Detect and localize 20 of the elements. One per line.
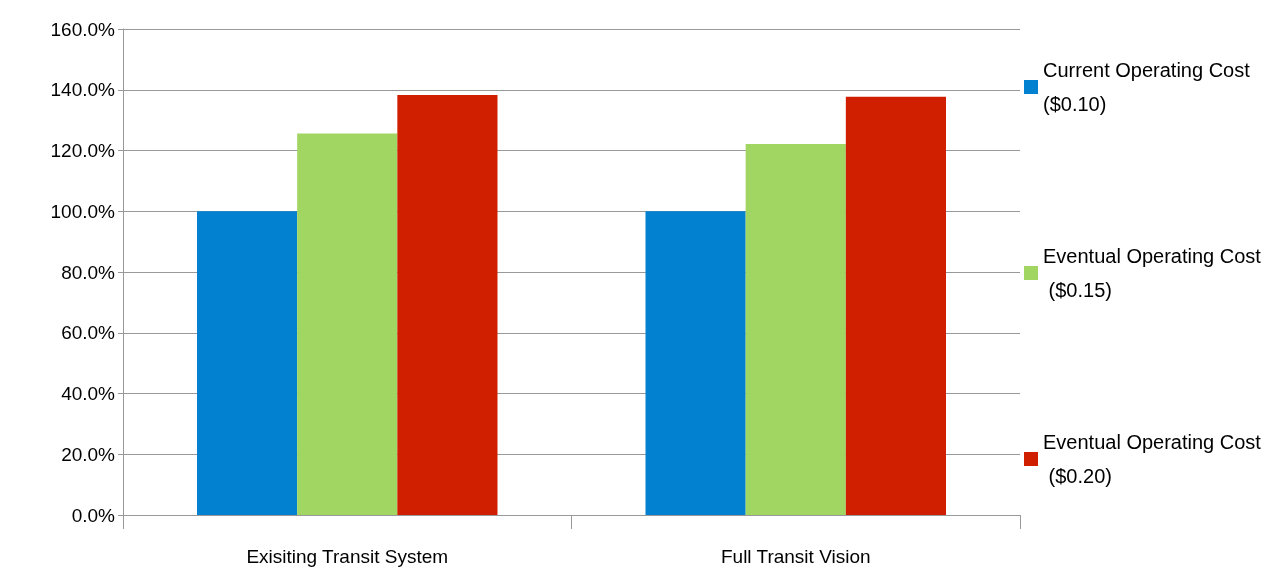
bar	[645, 211, 746, 515]
y-tick-label: 100.0%	[50, 200, 116, 222]
y-tick-label: 140.0%	[50, 79, 116, 101]
y-tick-label: 40.0%	[61, 383, 116, 404]
y-tick-label: 80.0%	[61, 261, 116, 283]
y-tick-label: 160.0%	[50, 18, 116, 40]
y-tick-label: 60.0%	[61, 322, 116, 344]
x-tick-label: Exisiting Transit System	[246, 546, 449, 567]
bar	[745, 144, 846, 515]
bar	[845, 96, 946, 515]
legend-label: Eventual Operating Cost ($0.20)	[1043, 431, 1262, 487]
legend-label: Current Operating Cost ($0.10)	[1043, 59, 1256, 115]
y-tick-label: 120.0%	[50, 140, 116, 161]
y-tick-label: 20.0%	[61, 443, 116, 465]
bar	[197, 211, 298, 515]
y-tick-label: 0.0%	[71, 504, 116, 526]
x-tick-label: Full Transit Vision	[720, 546, 871, 567]
bar	[297, 133, 398, 515]
legend-label: Eventual Operating Cost ($0.15)	[1043, 245, 1262, 301]
bar	[397, 94, 498, 515]
